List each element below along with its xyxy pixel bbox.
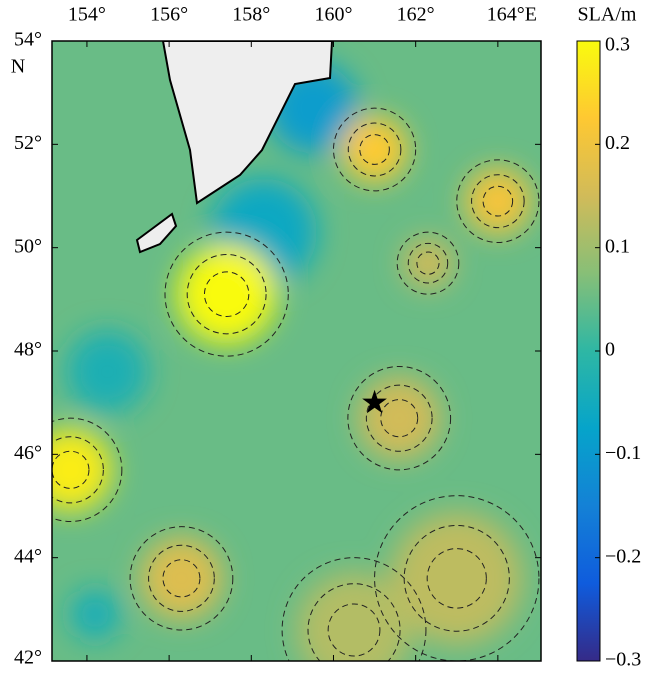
colorbar-tick-label: −0.1 <box>605 442 641 464</box>
overlay <box>135 41 387 414</box>
colorbar-tick-label: 0.3 <box>605 34 630 56</box>
lat-suffix: N <box>11 56 25 78</box>
x-tick-label: 154° <box>68 4 106 26</box>
contour <box>52 450 90 489</box>
y-tick-label: 54° <box>14 29 42 51</box>
contour <box>347 122 402 177</box>
land-kamchatka <box>161 41 334 205</box>
y-tick-label: 52° <box>14 132 42 154</box>
land-island <box>135 212 178 254</box>
contour <box>471 174 525 229</box>
contour <box>307 583 401 661</box>
x-tick-label: 160° <box>314 4 352 26</box>
contour <box>482 185 514 217</box>
contour <box>359 134 390 165</box>
contour <box>162 559 201 598</box>
y-tick-label: 50° <box>14 235 42 257</box>
eddy <box>140 537 223 620</box>
y-tick-label: 48° <box>14 339 42 361</box>
eddy <box>66 330 149 413</box>
eddy <box>358 376 441 460</box>
eddy <box>403 238 453 288</box>
colorbar-tick-label: 0.2 <box>605 132 630 154</box>
contour <box>164 231 289 357</box>
contour <box>52 417 123 522</box>
x-tick-label: 156° <box>150 4 188 26</box>
y-tick-label: 44° <box>14 545 42 567</box>
contour <box>456 159 540 244</box>
eddy <box>464 168 531 235</box>
contour <box>347 366 452 471</box>
colorbar-tick-label: 0.1 <box>605 235 630 257</box>
colorbar-tick-label: −0.3 <box>605 649 641 671</box>
colorbar-tick-label: −0.2 <box>605 545 641 567</box>
x-tick-label: 158° <box>232 4 270 26</box>
contour <box>148 544 215 612</box>
contour <box>203 271 250 317</box>
colorbar-tick-label: 0 <box>605 339 615 361</box>
contour <box>129 526 234 631</box>
eddy <box>177 244 276 344</box>
contour <box>416 251 440 275</box>
eddy <box>70 589 120 640</box>
contour <box>281 557 427 661</box>
contour <box>407 242 449 284</box>
contour <box>426 548 487 609</box>
x-tick-label: 164°E <box>487 4 537 26</box>
contour <box>327 603 381 657</box>
eddy <box>52 428 112 512</box>
contour <box>374 495 540 661</box>
contour <box>396 231 460 295</box>
x-tick-label: 162° <box>397 4 435 26</box>
contour <box>52 436 104 504</box>
station-marker <box>362 389 387 414</box>
y-tick-label: 46° <box>14 442 42 464</box>
contour <box>380 399 419 438</box>
contour <box>365 384 433 452</box>
contour <box>332 107 417 192</box>
eddy <box>341 116 408 183</box>
sla-field <box>52 41 541 661</box>
y-tick-label: 42° <box>14 647 42 669</box>
contour <box>186 253 267 335</box>
eddy <box>296 572 412 661</box>
colorbar-title: SLA/m <box>578 4 637 26</box>
